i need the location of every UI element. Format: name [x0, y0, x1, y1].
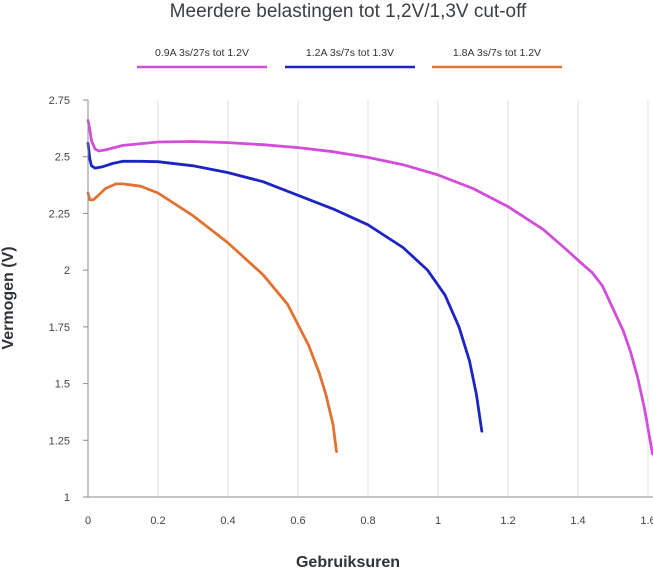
- x-tick-label: 0: [85, 515, 91, 527]
- x-tick-label: 0.8: [360, 515, 375, 527]
- y-axis-ticks: 1 1.25 1.5 1.75 2 2.25 2.5 2.75: [49, 95, 88, 504]
- y-tick-label: 2: [64, 265, 70, 277]
- x-tick-label: 1: [435, 515, 441, 527]
- x-tick-label: 1.6: [640, 515, 653, 527]
- y-axis-label: Vermogen (V): [0, 246, 17, 349]
- y-tick-label: 2.75: [49, 95, 70, 107]
- y-tick-label: 1: [64, 492, 70, 504]
- series-line-1: [86, 119, 653, 456]
- x-tick-label: 1.2: [500, 515, 515, 527]
- y-tick-label: 2.5: [55, 152, 70, 164]
- x-tick-label: 1.4: [570, 515, 585, 527]
- x-tick-label: 0.4: [220, 515, 235, 527]
- legend-label-2: 1.2A 3s/7s tot 1.3V: [306, 47, 394, 59]
- y-tick-label: 1.75: [49, 322, 70, 334]
- gridlines: [157, 100, 649, 497]
- chart-title: Meerdere belastingen tot 1,2V/1,3V cut-o…: [170, 1, 527, 22]
- y-tick-label: 1.5: [55, 379, 70, 391]
- legend: 0.9A 3s/27s tot 1.2V 1.2A 3s/7s tot 1.3V 1…: [137, 47, 562, 69]
- y-tick-label: 1.25: [49, 435, 70, 447]
- x-tick-label: 0.6: [290, 515, 305, 527]
- series-lines: [86, 119, 653, 456]
- series-line-2: [86, 141, 484, 433]
- legend-label-1: 0.9A 3s/27s tot 1.2V: [155, 47, 249, 59]
- x-axis-ticks: 0 0.2 0.4 0.6 0.8 1 1.2 1.4 1.6: [85, 515, 653, 527]
- series-line-3: [86, 182, 338, 453]
- legend-label-3: 1.8A 3s/7s tot 1.2V: [453, 47, 541, 59]
- y-tick-label: 2.25: [49, 208, 70, 220]
- x-tick-label: 0.2: [150, 515, 165, 527]
- x-axis-label: Gebruiksuren: [296, 554, 400, 569]
